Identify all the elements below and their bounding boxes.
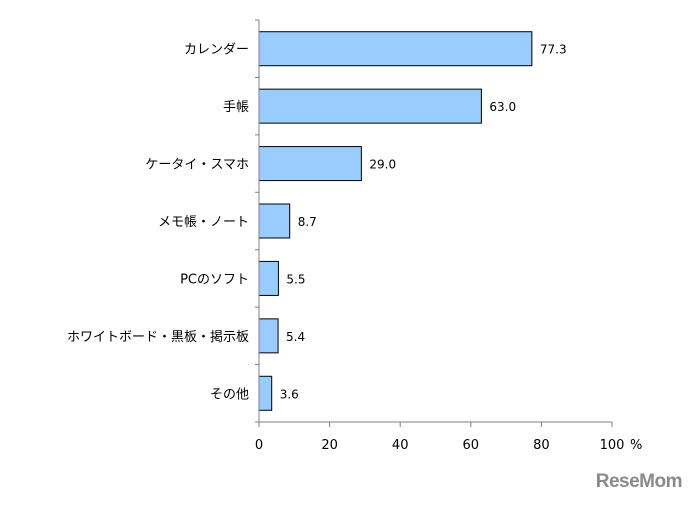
- category-label: ケータイ・スマホ: [145, 158, 249, 173]
- bar: [258, 375, 273, 411]
- category-label: カレンダー: [184, 43, 249, 58]
- x-tick-label: 80: [533, 438, 550, 453]
- value-label: 77.3: [540, 43, 567, 57]
- x-tick-label: 40: [392, 438, 409, 453]
- value-label: 5.4: [286, 330, 305, 344]
- value-label: 3.6: [280, 387, 299, 401]
- bar: [258, 88, 482, 124]
- x-tick-label: 20: [321, 438, 338, 453]
- x-tick-label: 100: [600, 438, 625, 453]
- value-label: 5.5: [286, 272, 305, 286]
- category-label: PCのソフト: [180, 272, 249, 287]
- value-label: 63.0: [489, 100, 516, 114]
- bar: [258, 31, 533, 67]
- category-label: 手帳: [223, 100, 249, 115]
- resemom-logo: ReseMom: [595, 471, 683, 492]
- x-tick-label: 0: [255, 438, 263, 453]
- x-tick-label: 60: [463, 438, 480, 453]
- category-label: メモ帳・ノート: [158, 215, 249, 230]
- value-label: 8.7: [298, 215, 317, 229]
- bar: [258, 318, 279, 354]
- bar: [258, 203, 291, 239]
- category-label: ホワイトボード・黒板・掲示板: [67, 329, 249, 345]
- x-axis-unit: %: [630, 438, 642, 453]
- bar: [258, 146, 362, 182]
- bar: [258, 260, 279, 296]
- value-label: 29.0: [369, 158, 396, 172]
- category-label: その他: [210, 387, 249, 402]
